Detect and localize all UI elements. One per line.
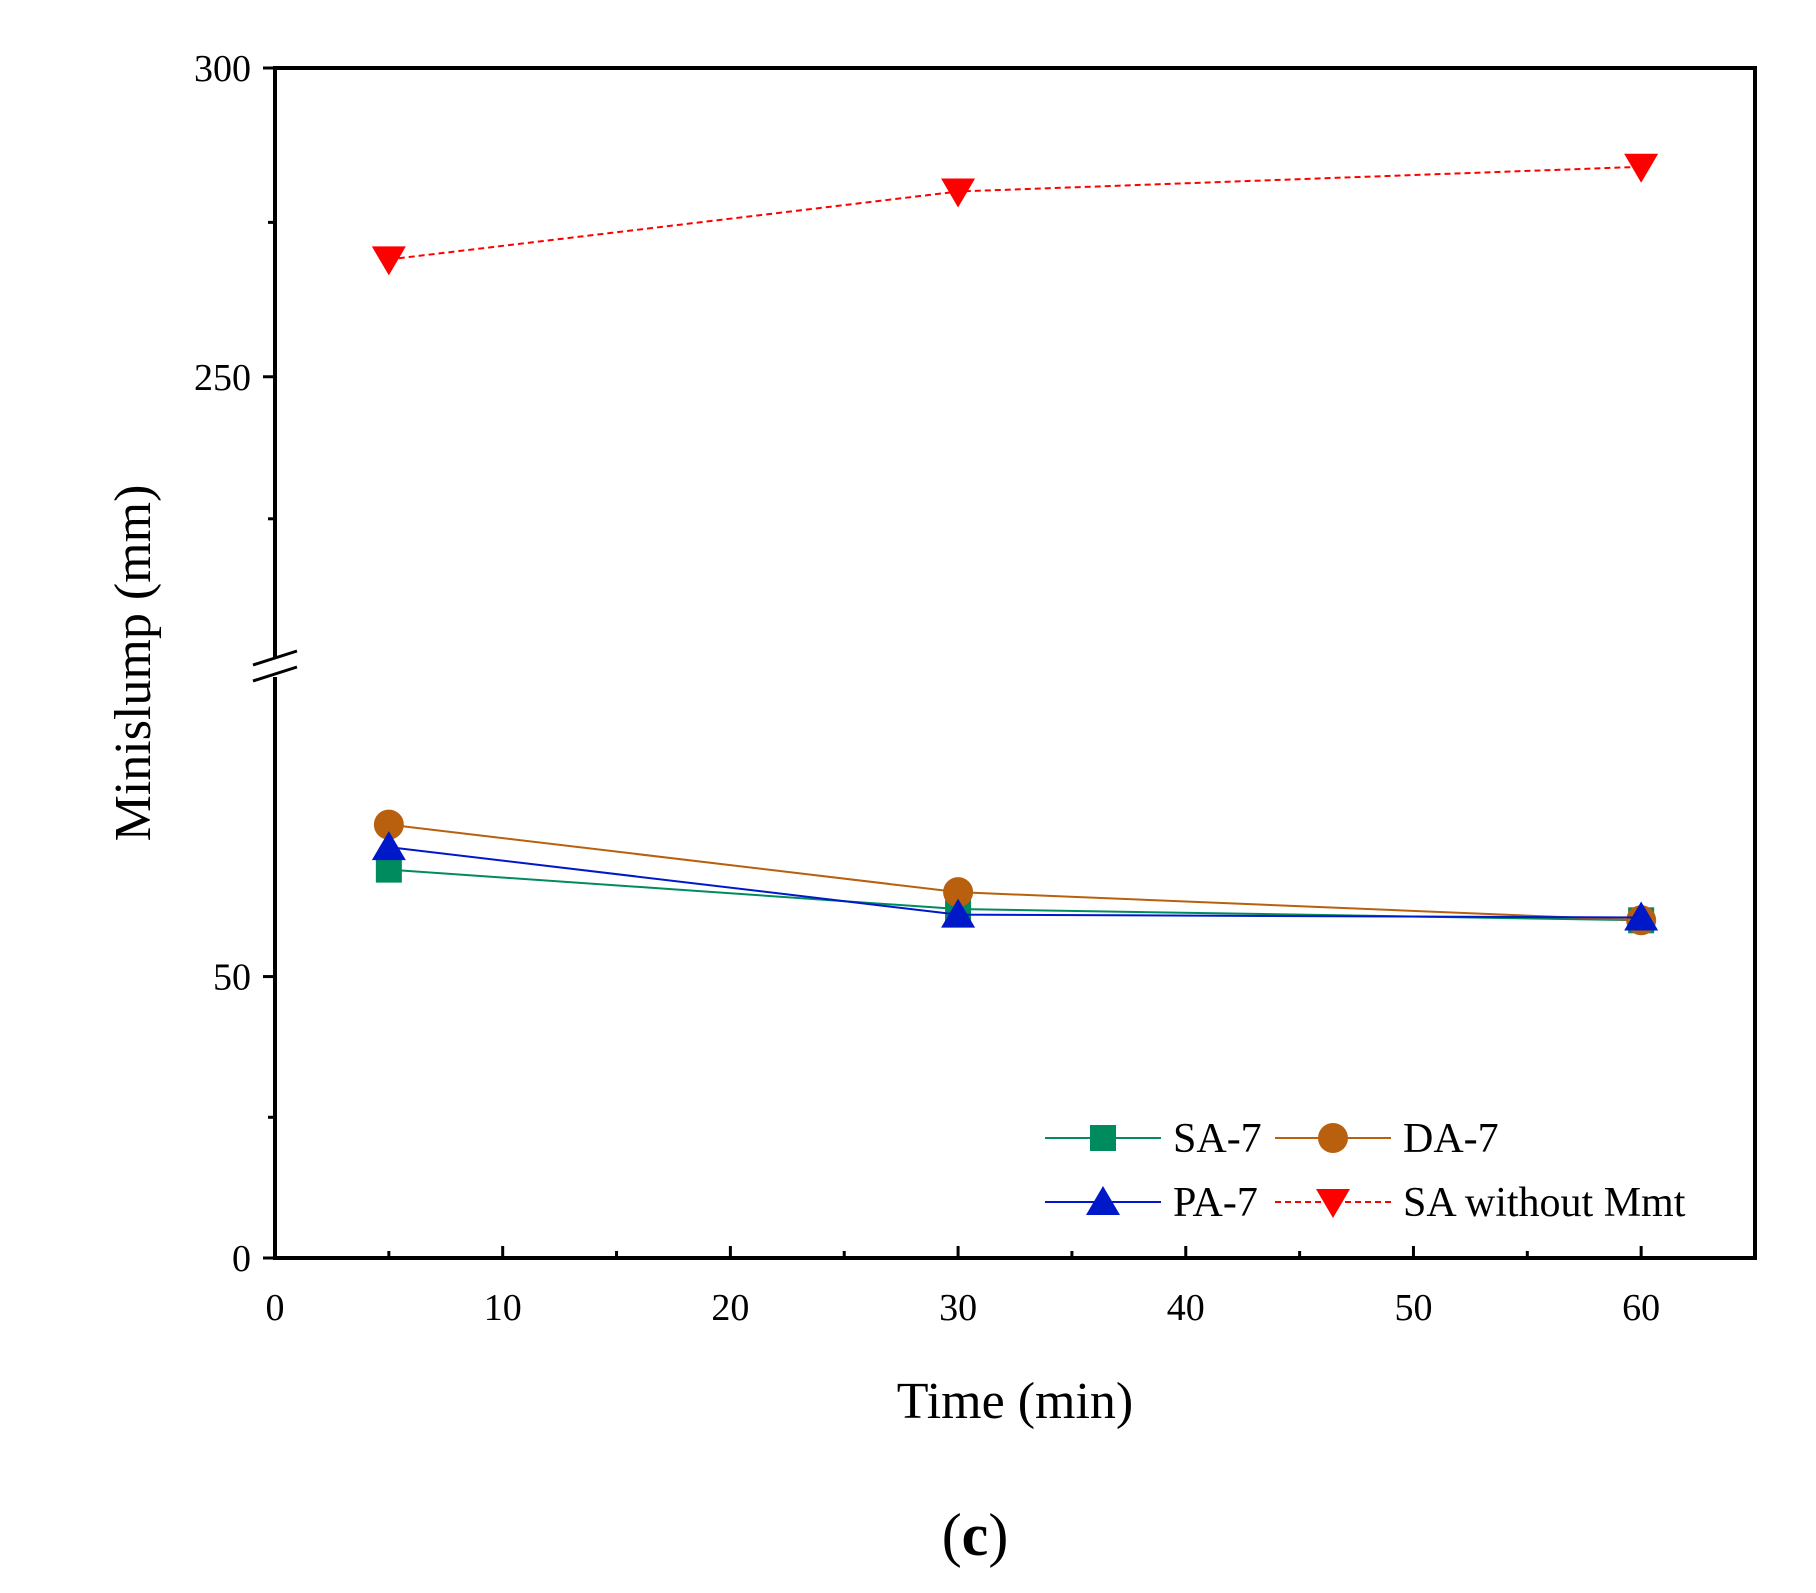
legend-swatch-marker — [1086, 1186, 1120, 1215]
legend-item: SA without Mmt — [1275, 1180, 1686, 1226]
legend-label: SA-7 — [1173, 1116, 1262, 1162]
panel-label: (c) — [942, 1502, 1009, 1568]
data-point — [941, 898, 976, 928]
legend-item: PA-7 — [1045, 1180, 1258, 1226]
plot-frame — [273, 66, 1757, 1260]
data-point — [375, 856, 402, 883]
data-point — [1624, 153, 1659, 183]
y-tick-label: 0 — [232, 1238, 251, 1280]
panel-label-open: ( — [942, 1502, 962, 1568]
y-axis-title: Minislump (mm) — [105, 485, 162, 842]
x-tick-label: 10 — [484, 1287, 522, 1329]
data-point — [371, 831, 406, 861]
legend-swatch-marker — [1318, 1123, 1348, 1153]
legend-label: PA-7 — [1173, 1180, 1258, 1226]
legend-label: SA without Mmt — [1403, 1180, 1686, 1226]
axis-break-mark — [252, 665, 298, 683]
data-point — [941, 178, 976, 208]
axes: 0 10 20 30 40 50 60 0 50 250 300 — [194, 48, 1757, 1329]
x-axis-title: Time (min) — [897, 1373, 1133, 1430]
series-sa-without-mmt — [371, 153, 1659, 276]
y-tick-label: 250 — [194, 357, 251, 399]
series-line — [388, 165, 1642, 261]
panel-label-letter: c — [962, 1502, 989, 1568]
legend-item: DA-7 — [1275, 1116, 1499, 1162]
data-point — [943, 877, 974, 908]
data-point — [371, 246, 406, 276]
series-da-7 — [373, 809, 1657, 936]
x-tick-label: 20 — [711, 1287, 749, 1329]
data-point — [373, 809, 404, 840]
legend-item: SA-7 — [1045, 1116, 1262, 1162]
x-tick-label: 40 — [1167, 1287, 1205, 1329]
x-tick-label: 0 — [266, 1287, 285, 1329]
legend-swatch-marker — [1316, 1189, 1350, 1218]
data-point — [1624, 901, 1659, 931]
x-tick-label: 60 — [1622, 1287, 1660, 1329]
series-pa-7 — [371, 831, 1659, 931]
series-line — [388, 823, 1642, 922]
y-tick-label: 50 — [213, 957, 251, 999]
x-tick-label: 50 — [1394, 1287, 1432, 1329]
legend-swatch-marker — [1090, 1125, 1116, 1151]
panel-label-close: ) — [988, 1502, 1008, 1568]
y-tick-label: 300 — [194, 48, 251, 90]
x-tick-label: 30 — [939, 1287, 977, 1329]
axis-break-mark — [252, 649, 298, 667]
legend-label: DA-7 — [1403, 1116, 1499, 1162]
series-layer — [371, 153, 1659, 936]
legend: SA-7 DA-7 PA-7 SA without Mmt — [1045, 1116, 1686, 1226]
